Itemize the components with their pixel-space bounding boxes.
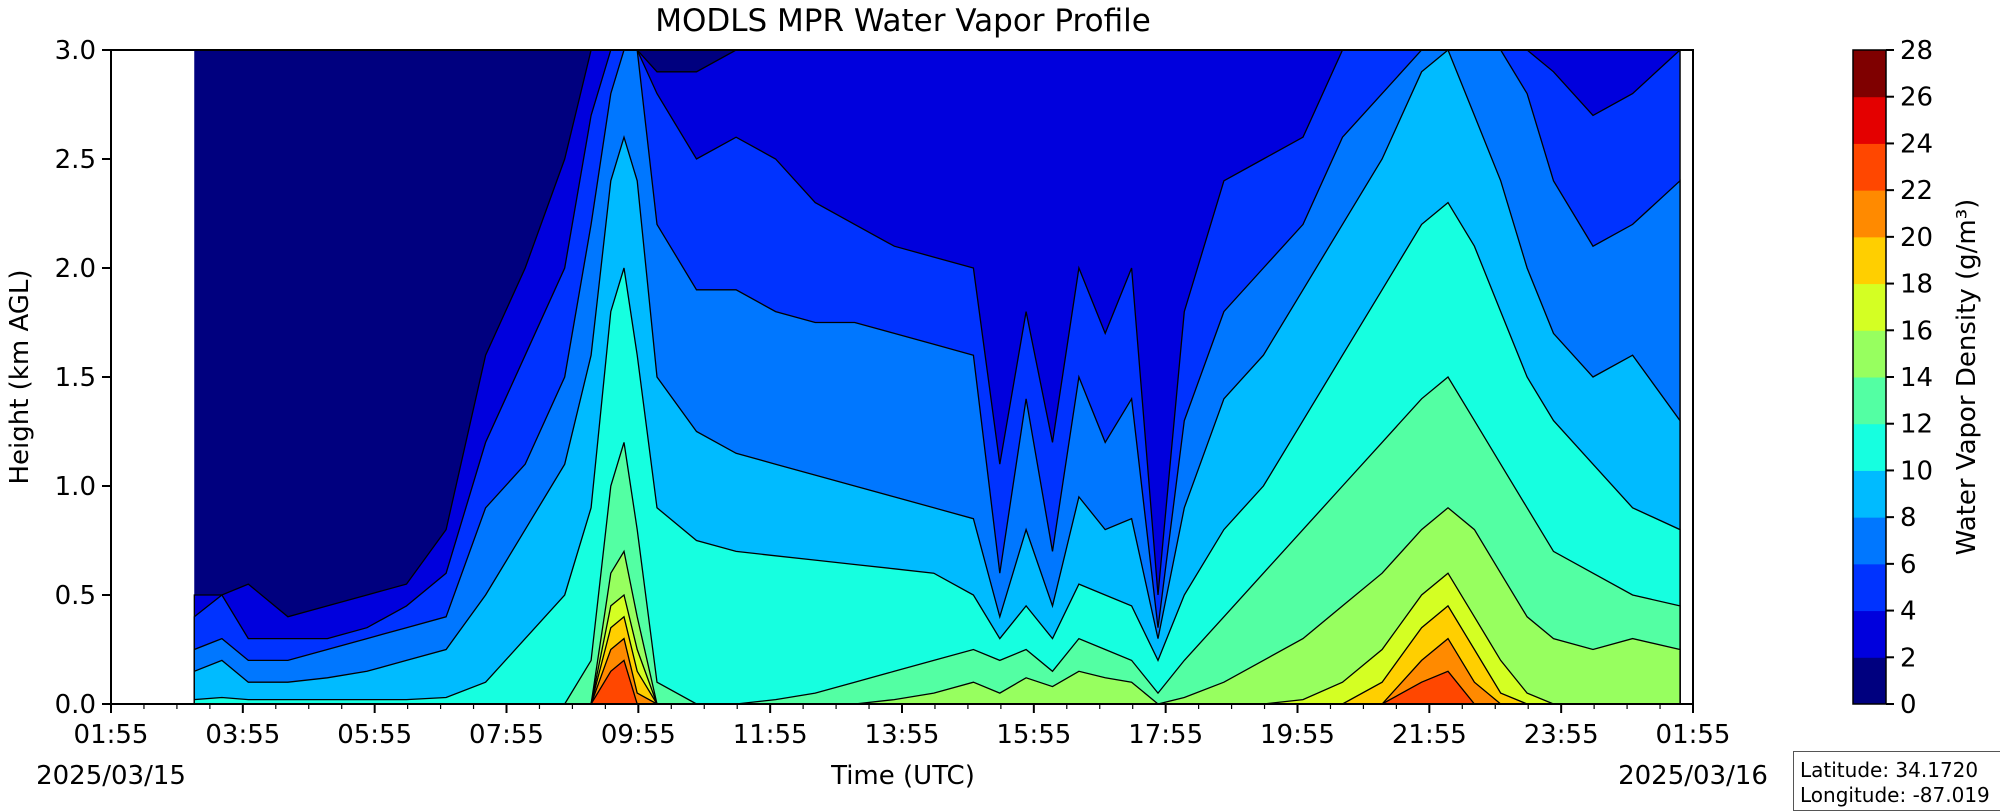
x-tick-label: 17:55: [1128, 720, 1203, 750]
latitude-text: Latitude: 34.1720: [1800, 758, 1979, 782]
x-tick-label: 23:55: [1524, 720, 1599, 750]
date-end-label: 2025/03/16: [1618, 761, 1768, 791]
contour-band-12-14: [194, 376, 1681, 704]
x-tick-label: 13:55: [865, 720, 940, 750]
colorbar-tick-label: 2: [1900, 643, 1917, 673]
colorbar-segment: [1853, 517, 1886, 565]
colorbar-segment: [1853, 377, 1886, 425]
x-tick-label: 19:55: [1260, 720, 1335, 750]
colorbar-segment: [1853, 330, 1886, 378]
colorbar-tick-label: 16: [1900, 316, 1933, 346]
colorbar-tick-label: 10: [1900, 456, 1933, 486]
contour-band-16-18: [194, 572, 1680, 704]
colorbar-label: Water Vapor Density (g/m³): [1952, 199, 1982, 556]
colorbar-tick-label: 24: [1900, 129, 1933, 159]
colorbar-tick-label: 20: [1900, 223, 1933, 253]
x-axis-label: Time (UTC): [830, 761, 975, 791]
colorbar-segment: [1853, 283, 1886, 331]
colorbar-segment: [1853, 143, 1886, 191]
colorbar-tick-label: 26: [1900, 83, 1933, 113]
colorbar-segment: [1853, 657, 1886, 705]
colorbar-tick-label: 6: [1900, 550, 1917, 580]
colorbar-segment: [1853, 190, 1886, 238]
contour-band-22-24: [194, 659, 1680, 704]
y-tick-label: 1.0: [55, 472, 96, 502]
y-axis: 0.0 0.5 1.0 1.5 2.0 2.5 3.0: [55, 36, 111, 720]
contour-band-20-22: [194, 637, 1680, 704]
contour-band-18-20: [194, 604, 1680, 704]
location-info-box: Latitude: 34.1720 Longitude: -87.019: [1793, 751, 2000, 811]
colorbar-tick-label: 22: [1900, 176, 1933, 206]
colorbar-segment: [1853, 423, 1886, 471]
y-tick-label: 0.5: [55, 581, 96, 611]
y-tick-label: 1.5: [55, 363, 96, 393]
colorbar-segment: [1853, 610, 1886, 658]
chart-title: MODLS MPR Water Vapor Profile: [655, 3, 1151, 39]
y-tick-label: 0.0: [55, 690, 96, 720]
x-axis: 01:55 03:55 05:55 07:55 09:55 11:55 13:55 15:55…: [74, 704, 1731, 750]
colorbar-tick-label: 28: [1900, 36, 1933, 66]
x-tick-label: 01:55: [74, 720, 149, 750]
x-tick-label: 15:55: [996, 720, 1071, 750]
longitude-text: Longitude: -87.019: [1800, 783, 1990, 807]
contour-band-14-16: [194, 506, 1681, 704]
colorbar-tick-label: 14: [1900, 363, 1933, 393]
contour-fill-layer: [193, 50, 1681, 704]
colorbar-tick-label: 0: [1900, 690, 1917, 720]
y-tick-label: 2.5: [55, 145, 96, 175]
colorbar-segment: [1853, 50, 1886, 98]
y-tick-label: 3.0: [55, 36, 96, 66]
colorbar-segment: [1853, 236, 1886, 285]
x-tick-label: 21:55: [1392, 720, 1467, 750]
x-tick-label: 03:55: [205, 720, 280, 750]
x-tick-label: 07:55: [469, 720, 544, 750]
y-tick-label: 2.0: [55, 254, 96, 284]
y-axis-label: Height (km AGL): [5, 269, 35, 484]
x-tick-label: 01:55: [1656, 720, 1731, 750]
colorbar-tick-label: 4: [1900, 597, 1917, 627]
x-tick-label: 11:55: [733, 720, 808, 750]
colorbar-tick-label: 8: [1900, 503, 1917, 533]
colorbar-segment: [1853, 96, 1886, 144]
x-tick-label: 09:55: [601, 720, 676, 750]
colorbar-tick-label: 12: [1900, 410, 1933, 440]
date-start-label: 2025/03/15: [36, 761, 186, 791]
x-tick-label: 05:55: [337, 720, 412, 750]
colorbar-segment: [1853, 470, 1886, 518]
colorbar-tick-label: 18: [1900, 270, 1933, 300]
colorbar-segment: [1853, 563, 1886, 612]
